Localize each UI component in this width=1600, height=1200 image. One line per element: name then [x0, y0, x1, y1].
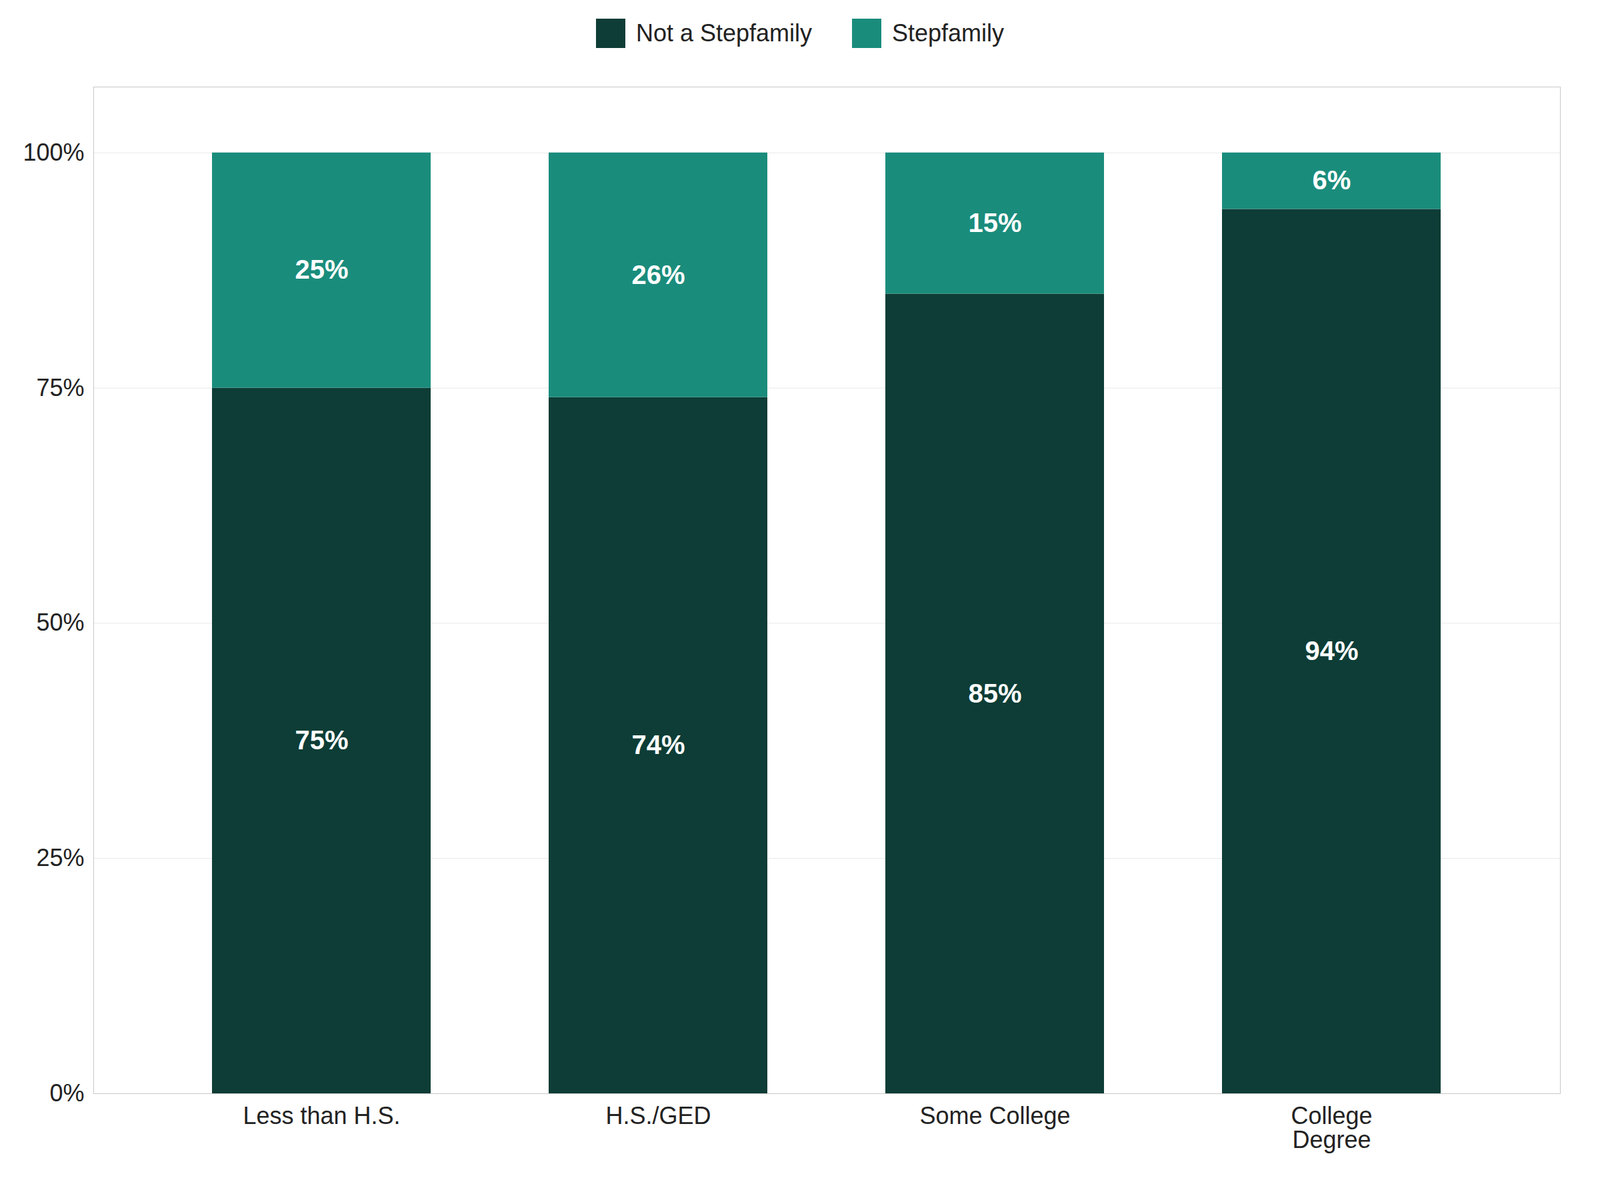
svg-text:26%: 26%	[631, 260, 685, 290]
svg-text:94%: 94%	[1304, 636, 1358, 666]
svg-text:75%: 75%	[294, 725, 348, 755]
svg-text:Some College: Some College	[919, 1102, 1070, 1130]
svg-text:74%: 74%	[631, 730, 685, 760]
svg-text:CollegeDegree: CollegeDegree	[1290, 1102, 1372, 1154]
svg-text:6%: 6%	[1312, 165, 1352, 195]
svg-text:100%: 100%	[22, 138, 84, 166]
svg-text:0%: 0%	[49, 1079, 84, 1107]
svg-text:25%: 25%	[36, 844, 84, 872]
svg-text:H.S./GED: H.S./GED	[605, 1102, 711, 1130]
html-text:Stepfamily: Stepfamily	[892, 19, 1005, 47]
svg-text:15%: 15%	[968, 208, 1022, 238]
svg-text:85%: 85%	[968, 678, 1022, 708]
svg-text:75%: 75%	[36, 374, 84, 402]
svg-text:25%: 25%	[294, 254, 348, 284]
html-text:Not a Stepfamily: Not a Stepfamily	[635, 19, 812, 47]
svg-text:50%: 50%	[36, 608, 84, 636]
svg-text:Less than H.S.: Less than H.S.	[242, 1102, 400, 1130]
